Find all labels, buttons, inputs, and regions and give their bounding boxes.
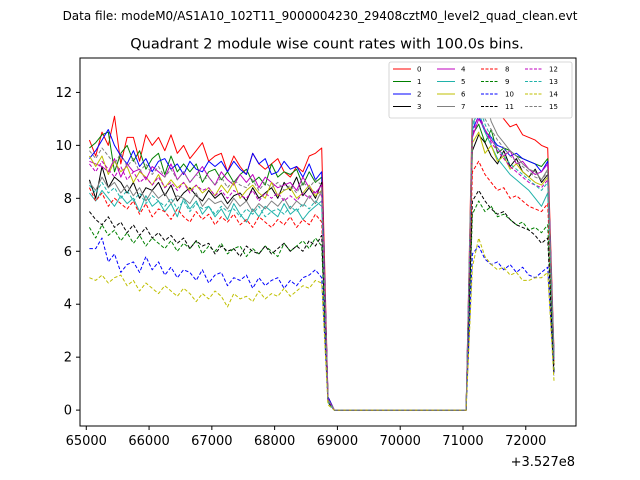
- legend-label-13: 13: [549, 78, 558, 86]
- y-tick-label: 12: [55, 86, 72, 101]
- y-tick-label: 4: [64, 298, 72, 313]
- y-tick-label: 6: [64, 245, 72, 260]
- x-tick-label: 68000: [254, 434, 295, 449]
- legend-label-14: 14: [549, 91, 558, 99]
- x-tick-label: 70000: [380, 434, 421, 449]
- legend-label-2: 2: [417, 91, 421, 99]
- legend-label-9: 9: [505, 78, 509, 86]
- y-axis: 0 2 4 6 8 10 12: [55, 86, 80, 419]
- axes-frame: [79, 57, 577, 427]
- series-4-line: [89, 118, 555, 411]
- y-tick-label: 8: [64, 192, 72, 207]
- x-tick-label: 71000: [442, 434, 483, 449]
- series-10-line: [89, 237, 555, 411]
- series-14-line: [89, 237, 555, 411]
- legend-label-4: 4: [461, 66, 466, 74]
- x-tick-label: 67000: [191, 434, 232, 449]
- legend-label-1: 1: [417, 78, 421, 86]
- legend-label-7: 7: [461, 103, 465, 111]
- legend-label-8: 8: [505, 66, 509, 74]
- plot-lines: [88, 73, 555, 411]
- series-3-line: [88, 134, 555, 411]
- legend-label-10: 10: [505, 91, 514, 99]
- legend-label-11: 11: [505, 103, 514, 111]
- legend-label-5: 5: [461, 78, 465, 86]
- series-9-line: [88, 200, 555, 411]
- figure-suptitle: Data file: modeM0/AS1A10_102T11_90000042…: [63, 9, 578, 23]
- legend-label-3: 3: [417, 103, 421, 111]
- series-11-line: [89, 189, 555, 411]
- y-tick-label: 0: [64, 404, 72, 419]
- chart-title: Quadrant 2 module wise count rates with …: [130, 37, 524, 53]
- x-tick-label: 66000: [128, 434, 169, 449]
- legend-label-15: 15: [549, 103, 558, 111]
- series-8-line: [88, 160, 555, 411]
- y-tick-label: 10: [55, 139, 72, 154]
- y-tick-label: 2: [64, 351, 72, 366]
- legend-label-6: 6: [461, 91, 466, 99]
- x-axis: 65000 66000 67000 68000 69000 70000 71000 72000: [66, 426, 546, 449]
- legend-label-0: 0: [417, 66, 421, 74]
- legend-label-12: 12: [549, 66, 558, 74]
- x-tick-label: 72000: [505, 434, 546, 449]
- x-tick-label: 69000: [317, 434, 358, 449]
- legend-box: [388, 61, 573, 119]
- x-offset-label: +3.527e8: [511, 455, 575, 470]
- x-tick-label: 65000: [66, 434, 107, 449]
